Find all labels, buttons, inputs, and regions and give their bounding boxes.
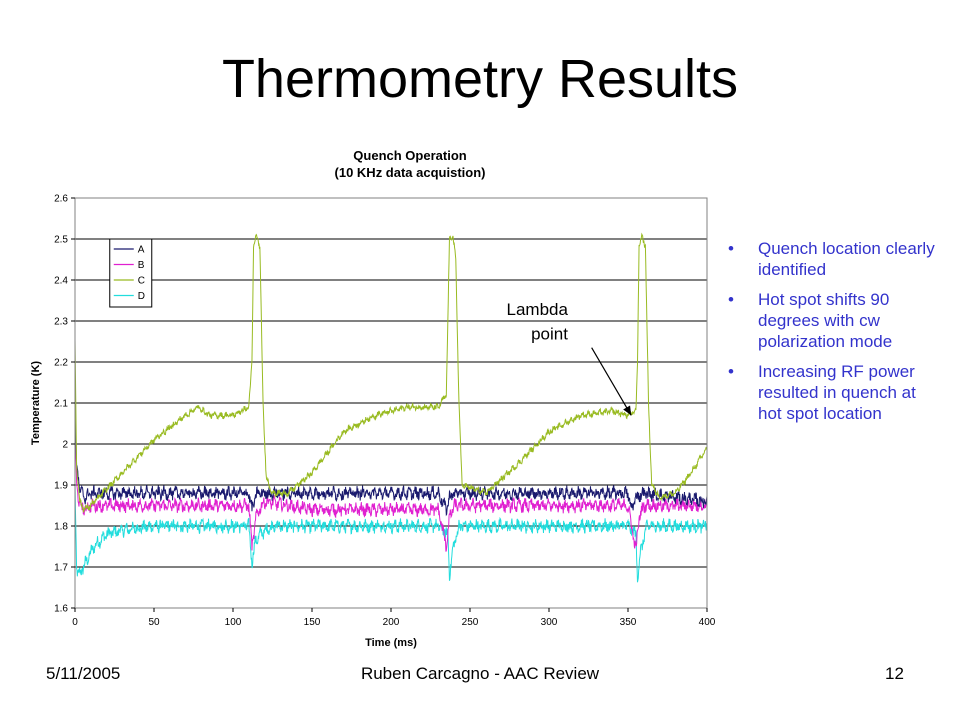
x-tick-label: 50 xyxy=(148,617,160,628)
series-layer xyxy=(74,232,708,583)
y-tick-label: 1.7 xyxy=(54,563,68,574)
y-tick-label: 2.6 xyxy=(54,194,68,205)
y-tick-label: 1.6 xyxy=(54,604,68,615)
x-tick-label: 400 xyxy=(699,617,716,628)
x-tick-label: 100 xyxy=(225,617,242,628)
bullet-list: • Quench location clearly identified • Hot… xyxy=(728,238,943,433)
x-tick-label: 300 xyxy=(541,617,558,628)
chart-subtitle: (10 KHz data acquistion) xyxy=(335,165,486,180)
legend-label-c: C xyxy=(138,276,145,287)
legend-label-a: A xyxy=(138,245,145,256)
lambda-point-annotation: Lambda point xyxy=(507,300,632,416)
series-line-d xyxy=(74,483,708,583)
bullet-item: • Increasing RF power resulted in quench … xyxy=(728,361,943,424)
x-tick-label: 0 xyxy=(72,617,78,628)
series-line-a xyxy=(74,401,708,517)
bullet-item: • Hot spot shifts 90 degrees with cw pola… xyxy=(728,289,943,352)
bullet-dot-icon: • xyxy=(728,290,734,309)
y-axis-label: Temperature (K) xyxy=(30,361,42,445)
y-tick-label: 2.3 xyxy=(54,317,68,328)
x-tick-label: 200 xyxy=(383,617,400,628)
chart-title: Quench Operation xyxy=(353,148,466,163)
annotation-arrowhead xyxy=(623,405,632,416)
footer-date: 5/11/2005 xyxy=(46,664,121,683)
y-tick-label: 2 xyxy=(62,440,68,451)
x-axis-ticks: 0 50 100 150 200 250 300 350 400 xyxy=(72,608,716,628)
slide-title: Thermometry Results xyxy=(221,49,739,109)
x-axis-label: Time (ms) xyxy=(365,637,417,649)
annotation-line-2: point xyxy=(531,324,568,343)
y-tick-label: 2.5 xyxy=(54,235,68,246)
footer-presenter: Ruben Carcagno - AAC Review xyxy=(360,664,600,683)
bullet-text: Hot spot shifts 90 degrees with cw polar… xyxy=(758,290,893,351)
annotation-arrow xyxy=(591,347,632,416)
x-tick-label: 250 xyxy=(462,617,479,628)
y-tick-label: 2.2 xyxy=(54,358,68,369)
y-tick-label: 1.8 xyxy=(54,522,68,533)
y-tick-label: 2.1 xyxy=(54,399,68,410)
bullet-text: Quench location clearly identified xyxy=(758,239,935,279)
y-tick-label: 1.9 xyxy=(54,481,68,492)
series-line-b xyxy=(74,421,708,552)
annotation-line-1: Lambda xyxy=(507,300,569,319)
y-axis-ticks: 1.6 1.7 1.8 1.9 2 2.1 2.2 2.3 2.4 2.5 2.6 xyxy=(54,194,75,615)
bullet-item: • Quench location clearly identified xyxy=(728,238,943,280)
quench-operation-chart: Quench Operation (10 KHz data acquistion… xyxy=(30,148,716,649)
x-tick-label: 350 xyxy=(620,617,637,628)
x-tick-label: 150 xyxy=(304,617,321,628)
bullet-dot-icon: • xyxy=(728,239,734,258)
legend-label-b: B xyxy=(138,260,145,271)
footer-page-number: 12 xyxy=(885,664,904,683)
y-tick-label: 2.4 xyxy=(54,276,68,287)
series-line-c xyxy=(74,232,708,514)
bullet-dot-icon: • xyxy=(728,362,734,381)
bullet-text: Increasing RF power resulted in quench a… xyxy=(758,362,916,423)
legend-label-d: D xyxy=(138,291,145,302)
